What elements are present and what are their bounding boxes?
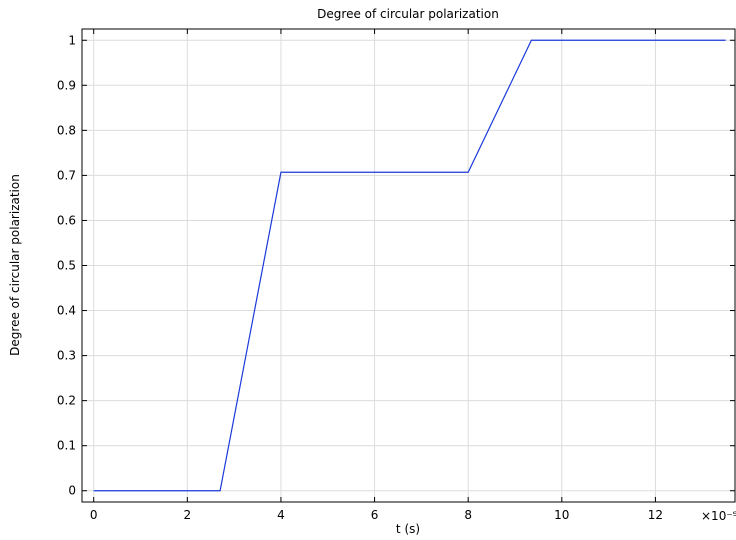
- x-tick-label: 8: [464, 508, 472, 522]
- y-tick-label: 0.9: [57, 78, 76, 92]
- y-tick-label: 0.2: [57, 394, 76, 408]
- y-tick-labels: 0 0.1 0.2 0.3 0.4 0.5 0.6 0.7 0.8 0.9 1: [57, 33, 76, 497]
- y-axis-title: Degree of circular polarization: [8, 174, 22, 356]
- series-line: [93, 39, 726, 492]
- axis-ticks: [82, 29, 735, 502]
- x-tick-labels: 0 2 4 6 8 10 12: [90, 508, 663, 522]
- y-tick-label: 0.7: [57, 168, 76, 182]
- x-tick-label: 6: [371, 508, 379, 522]
- grid: [82, 29, 735, 502]
- y-tick-label: 1: [68, 33, 76, 47]
- y-tick-label: 0.1: [57, 439, 76, 453]
- y-tick-label: 0.5: [57, 259, 76, 273]
- x-tick-label: 2: [184, 508, 192, 522]
- y-tick-label: 0: [68, 484, 76, 498]
- y-tick-label: 0.4: [57, 304, 76, 318]
- x-axis-title: t (s): [396, 522, 420, 536]
- x-tick-label: 12: [648, 508, 663, 522]
- series-group: [93, 39, 726, 492]
- y-tick-label: 0.6: [57, 213, 76, 227]
- x-tick-label: 10: [554, 508, 569, 522]
- x-tick-label: 4: [277, 508, 285, 522]
- y-tick-label: 0.3: [57, 349, 76, 363]
- x-axis-multiplier: ×10⁻⁹: [701, 509, 736, 523]
- x-tick-label: 0: [90, 508, 98, 522]
- y-tick-label: 0.8: [57, 123, 76, 137]
- chart-title: Degree of circular polarization: [317, 7, 499, 21]
